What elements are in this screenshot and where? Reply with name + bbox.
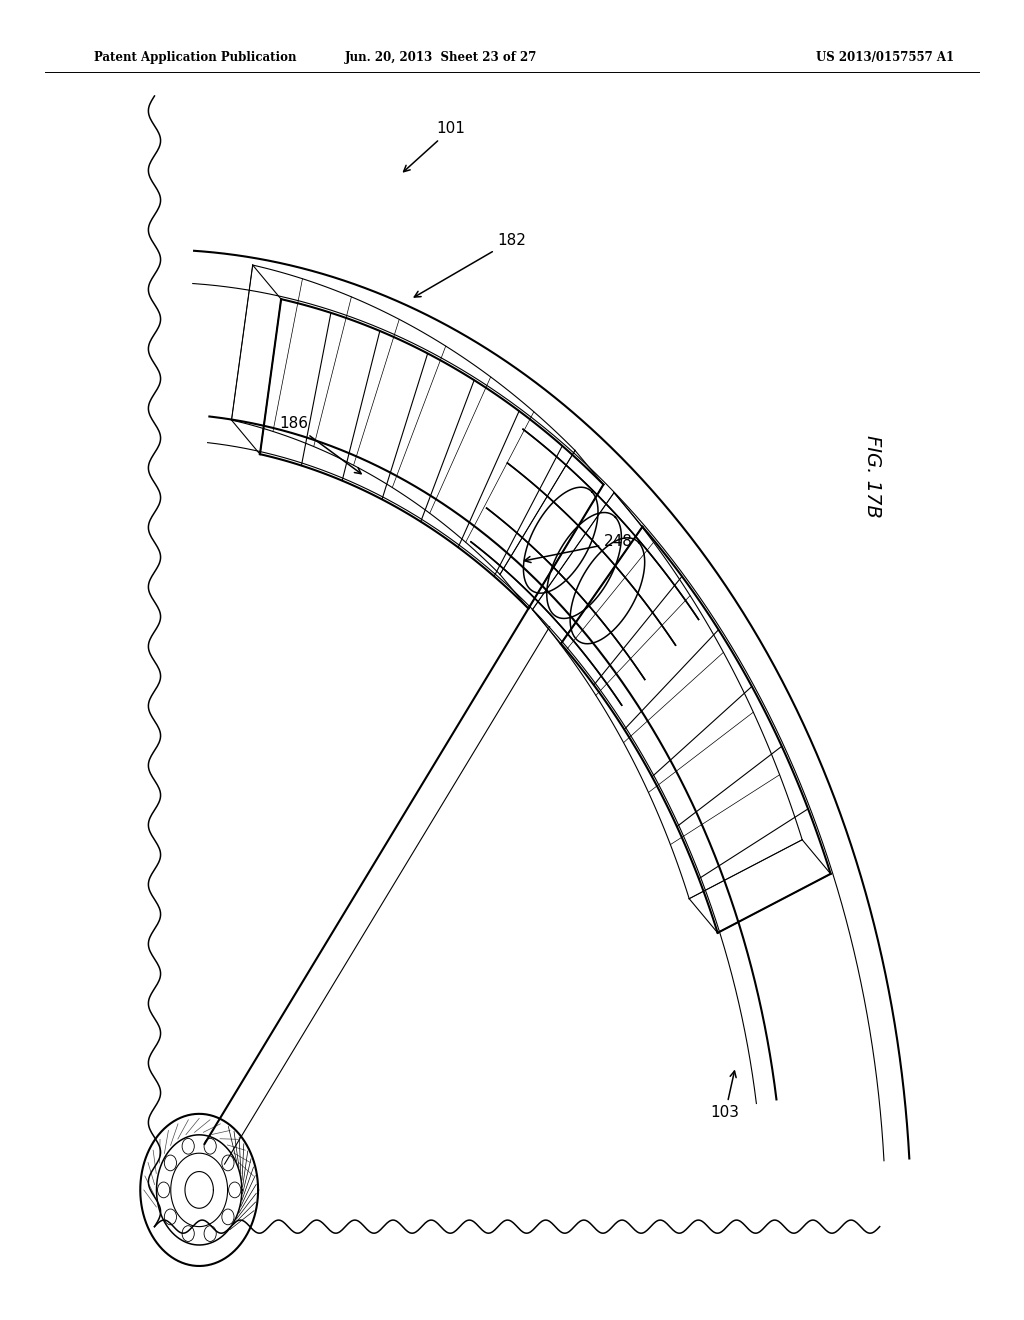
Text: 103: 103 [711, 1071, 739, 1121]
Text: Patent Application Publication: Patent Application Publication [93, 51, 296, 65]
Text: Jun. 20, 2013  Sheet 23 of 27: Jun. 20, 2013 Sheet 23 of 27 [345, 51, 538, 65]
Text: US 2013/0157557 A1: US 2013/0157557 A1 [816, 51, 953, 65]
Text: 182: 182 [415, 232, 526, 297]
Text: FIG. 17B: FIG. 17B [863, 436, 882, 517]
Text: 101: 101 [403, 121, 466, 172]
Text: 186: 186 [280, 416, 361, 474]
Text: 248: 248 [524, 535, 633, 562]
